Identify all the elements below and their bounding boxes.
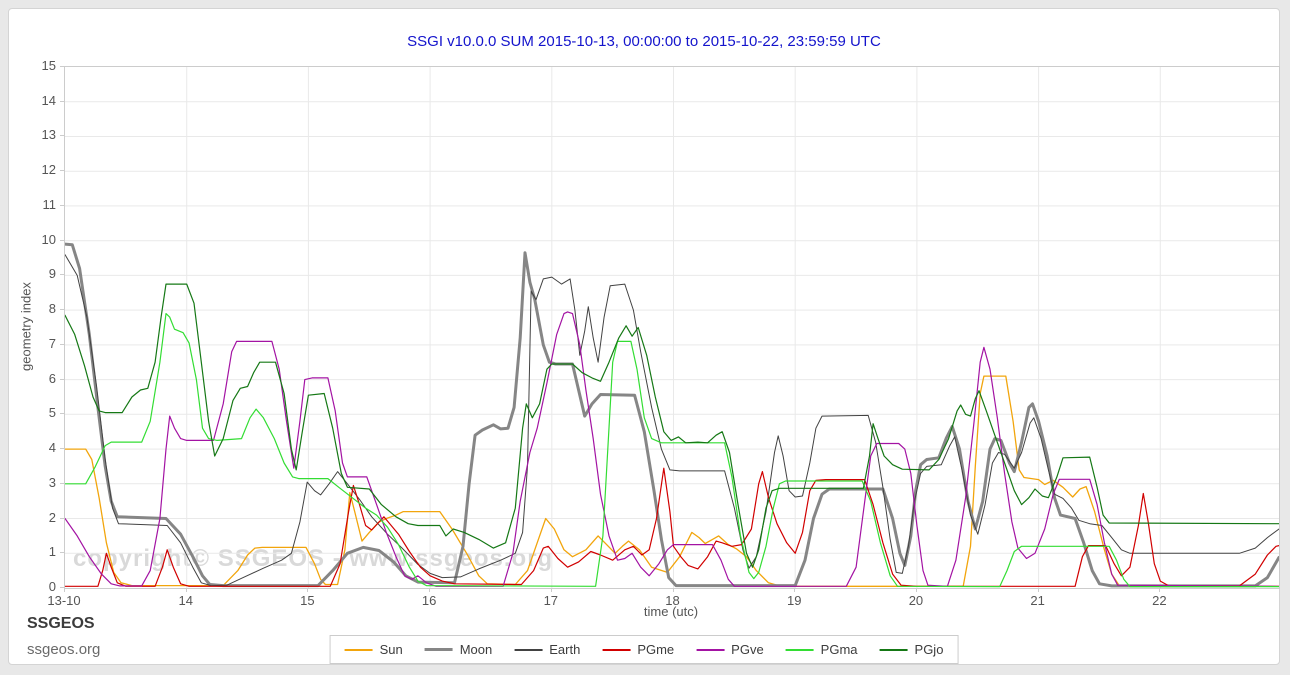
x-tick-mark (64, 588, 65, 592)
legend: Sun Moon Earth PGme PGve PGma PGjo (329, 635, 959, 664)
x-tick-mark (429, 588, 431, 592)
legend-swatch-pgve (696, 648, 725, 651)
x-tick-13-10: 13-10 (47, 593, 81, 608)
series-sun (65, 375, 1279, 587)
y-tick-mark (60, 239, 64, 241)
x-axis-label: time (utc) (643, 604, 699, 619)
legend-label-pgme: PGme (637, 642, 675, 657)
y-tick-1: 1 (48, 544, 56, 560)
y-tick-mark (60, 274, 64, 276)
x-tick-mark (794, 588, 796, 592)
legend-swatch-earth (514, 648, 543, 651)
legend-label-moon: Moon (459, 642, 493, 657)
y-tick-mark (60, 309, 64, 311)
series-lines (65, 67, 1279, 588)
y-tick-mark (60, 343, 64, 345)
y-axis-label: geometry index (18, 282, 34, 371)
y-tick-5: 5 (48, 405, 56, 421)
x-tick-21: 21 (1030, 593, 1045, 608)
x-tick-22: 22 (1152, 593, 1167, 608)
y-tick-11: 11 (42, 196, 57, 212)
series-moon (65, 242, 1279, 588)
y-tick-mark (60, 413, 64, 415)
y-tick-mark (60, 170, 64, 172)
legend-swatch-pgme (602, 648, 631, 651)
x-tick-mark (1159, 588, 1161, 592)
x-tick-mark (672, 588, 674, 592)
y-tick-7: 7 (48, 335, 56, 351)
y-tick-9: 9 (48, 266, 56, 282)
y-tick-mark (60, 66, 64, 67)
x-tick-mark (550, 588, 552, 592)
y-tick-mark (60, 204, 64, 206)
y-tick-10: 10 (41, 231, 56, 247)
y-tick-15: 15 (41, 58, 56, 73)
series-earth (65, 254, 1279, 587)
x-tick-18: 18 (665, 593, 680, 608)
series-pgjo (65, 283, 1279, 568)
legend-label-sun: Sun (379, 642, 403, 657)
brand-text: SSGEOS (27, 615, 95, 632)
y-tick-14: 14 (41, 92, 56, 108)
y-tick-mark (60, 552, 64, 554)
site-text: ssgeos.org (27, 641, 101, 658)
y-tick-mark (60, 135, 64, 137)
plot-area[interactable]: copyright© SSGEOS - www.ssgeos.org (64, 66, 1280, 589)
x-tick-mark (915, 588, 917, 592)
legend-swatch-pgjo (879, 648, 908, 651)
series-pgve (65, 311, 1279, 587)
legend-label-pgve: PGve (731, 642, 764, 657)
y-tick-mark (60, 100, 64, 102)
y-tick-mark (60, 378, 64, 380)
legend-label-pgjo: PGjo (914, 642, 944, 657)
x-tick-mark (185, 588, 187, 592)
series-pgma (65, 313, 1279, 588)
chart-card: SSGI v10.0.0 SUM 2015-10-13, 00:00:00 to… (8, 8, 1280, 665)
y-tick-6: 6 (48, 370, 56, 386)
legend-item-sun: Sun (344, 642, 403, 657)
y-tick-mark (60, 517, 64, 519)
y-tick-13: 13 (41, 127, 56, 143)
y-tick-12: 12 (41, 162, 56, 178)
y-tick-8: 8 (48, 301, 56, 317)
x-tick-20: 20 (908, 593, 924, 608)
legend-item-pgme: PGme (602, 642, 674, 657)
legend-item-moon: Moon (424, 642, 493, 657)
x-tick-mark (1037, 588, 1039, 592)
legend-item-pgjo: PGjo (879, 642, 944, 657)
legend-swatch-sun (344, 648, 373, 651)
x-tick-17: 17 (543, 593, 559, 608)
y-tick-4: 4 (48, 440, 56, 456)
legend-label-earth: Earth (549, 642, 581, 657)
x-tick-14: 14 (178, 593, 193, 608)
x-tick-15: 15 (300, 593, 315, 608)
y-tick-mark (60, 587, 64, 588)
y-tick-mark (60, 482, 64, 484)
x-tick-19: 19 (786, 593, 802, 608)
y-tick-2: 2 (48, 509, 56, 525)
legend-label-pgma: PGma (820, 642, 858, 657)
y-tick-3: 3 (48, 474, 56, 490)
y-tick-mark (60, 448, 64, 450)
legend-item-earth: Earth (514, 642, 580, 657)
legend-item-pgve: PGve (696, 642, 764, 657)
x-tick-16: 16 (421, 593, 437, 608)
legend-swatch-moon (424, 648, 453, 651)
legend-item-pgma: PGma (785, 642, 858, 657)
series-pgme (65, 467, 1279, 587)
chart-title: SSGI v10.0.0 SUM 2015-10-13, 00:00:00 to… (407, 33, 881, 50)
y-tick-0: 0 (48, 579, 56, 594)
x-tick-mark (307, 588, 309, 592)
legend-swatch-pgma (785, 648, 814, 651)
